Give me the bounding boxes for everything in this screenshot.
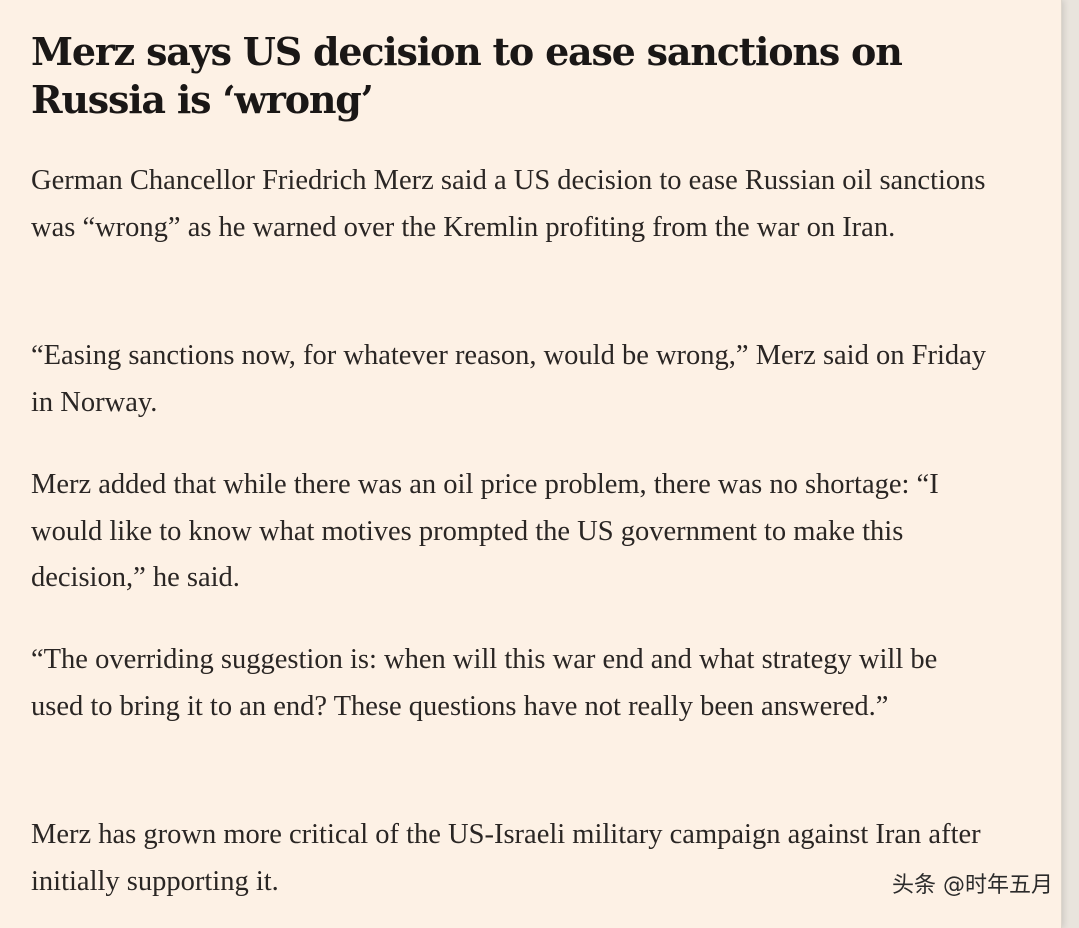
article-paragraph-4: “The overriding suggestion is: when will… xyxy=(31,644,938,722)
source-watermark: 头条 @时年五月 xyxy=(890,871,1055,901)
article-paragraph-1: German Chancellor Friedrich Merz said a … xyxy=(31,165,986,243)
article-paragraph-3: Merz added that while there was an oil p… xyxy=(31,469,939,593)
article-paragraph-5: Merz has grown more critical of the US-I… xyxy=(31,819,981,897)
article-paragraph-2: “Easing sanctions now, for whatever reas… xyxy=(31,340,987,418)
article-headline: Merz says US decision to ease sanctions … xyxy=(31,29,903,122)
